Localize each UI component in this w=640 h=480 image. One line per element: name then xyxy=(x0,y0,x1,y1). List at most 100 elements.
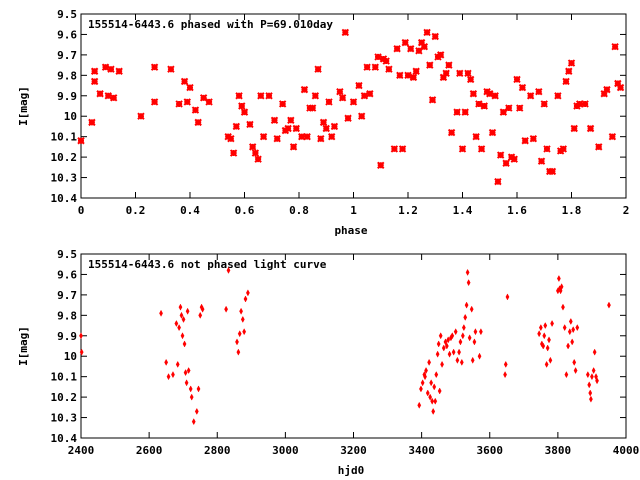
data-point xyxy=(407,45,415,53)
y-tick-label: 10 xyxy=(64,110,77,123)
data-point xyxy=(595,377,599,385)
data-point xyxy=(607,301,611,309)
data-points xyxy=(79,266,611,426)
data-point xyxy=(90,77,99,86)
data-point xyxy=(564,371,569,379)
chart-title: 155514-6443.6 phased with P=69.010day xyxy=(88,18,333,31)
data-point xyxy=(566,342,570,350)
y-tick-label: 9.6 xyxy=(57,28,77,41)
data-point xyxy=(311,92,320,100)
data-point xyxy=(194,118,202,127)
data-point xyxy=(363,63,371,71)
data-point xyxy=(575,324,580,332)
data-point xyxy=(453,328,458,336)
data-point xyxy=(428,393,433,401)
data-point xyxy=(349,98,358,106)
data-point xyxy=(398,145,407,153)
data-point xyxy=(439,73,448,82)
data-point xyxy=(404,71,412,80)
y-tick-label: 10.3 xyxy=(51,172,78,185)
data-point xyxy=(473,328,478,336)
data-point xyxy=(79,332,83,340)
y-tick-label: 10.2 xyxy=(51,151,78,164)
data-point xyxy=(444,342,449,350)
data-point xyxy=(516,104,524,112)
data-point xyxy=(451,348,456,356)
axis-ticks: 0 0.2 0.4 0.6 0.8 1 1.2 1.4 1.6 1.8 2 9.5 9.6 9.7 9.8 9… xyxy=(51,8,630,217)
data-points xyxy=(77,28,625,186)
data-point xyxy=(611,43,619,51)
data-point xyxy=(537,157,546,165)
data-point xyxy=(425,389,430,397)
data-point xyxy=(510,155,518,163)
data-point xyxy=(486,90,494,98)
chart-title: 155514-6443.6 not phased light curve xyxy=(88,258,327,271)
data-point xyxy=(412,67,420,75)
data-point xyxy=(284,124,292,133)
data-point xyxy=(330,122,339,131)
data-point xyxy=(445,61,453,69)
x-tick-label: 1.2 xyxy=(398,204,418,217)
data-point xyxy=(573,367,578,375)
data-point xyxy=(183,369,188,377)
data-point xyxy=(415,47,423,55)
data-point xyxy=(603,85,611,94)
x-tick-label: 3400 xyxy=(408,444,435,457)
data-point xyxy=(456,69,464,77)
data-point xyxy=(513,75,521,84)
phased-light-curve-panel: 155514-6443.6 phased with P=69.010day ph… xyxy=(17,8,629,237)
y-tick-label: 10.2 xyxy=(51,391,78,404)
data-point xyxy=(166,373,171,381)
data-point xyxy=(430,397,435,405)
y-tick-label: 9.9 xyxy=(57,90,77,103)
data-point xyxy=(557,275,561,283)
data-point xyxy=(229,149,238,157)
data-point xyxy=(571,326,576,334)
data-point xyxy=(575,100,584,108)
data-point xyxy=(502,159,510,167)
data-point xyxy=(270,116,279,125)
data-point xyxy=(440,360,444,368)
unphased-light-curve-panel: 155514-6443.6 not phased light curve hjd… xyxy=(17,248,639,477)
y-tick-label: 9.7 xyxy=(57,49,77,62)
y-tick-label: 9.8 xyxy=(57,69,77,82)
data-point xyxy=(464,69,472,77)
data-point xyxy=(550,319,554,328)
data-point xyxy=(548,167,557,176)
data-point xyxy=(466,75,475,84)
data-point xyxy=(235,338,239,346)
data-point xyxy=(238,102,246,110)
data-point xyxy=(544,360,549,368)
data-point xyxy=(477,145,486,153)
data-point xyxy=(239,307,243,315)
data-point xyxy=(431,32,439,41)
data-point xyxy=(200,305,205,313)
data-point xyxy=(179,311,184,319)
data-point xyxy=(96,90,104,98)
x-tick-label: 1 xyxy=(350,204,357,217)
data-point xyxy=(472,338,477,346)
data-point xyxy=(491,92,499,100)
data-point xyxy=(461,324,466,332)
data-point xyxy=(181,315,186,323)
data-point xyxy=(450,332,455,340)
data-point xyxy=(248,143,257,151)
data-point xyxy=(382,57,390,65)
data-point xyxy=(308,104,317,112)
data-point xyxy=(186,83,194,92)
data-point xyxy=(477,352,482,360)
data-point xyxy=(322,124,330,133)
data-point xyxy=(254,155,262,163)
data-point xyxy=(470,356,475,364)
y-axis-label: I[mag] xyxy=(17,86,30,126)
data-point xyxy=(188,385,193,393)
data-point xyxy=(518,83,527,92)
data-point xyxy=(588,389,593,397)
data-point xyxy=(417,401,422,409)
data-point xyxy=(455,356,460,364)
data-point xyxy=(167,65,175,73)
data-point xyxy=(464,301,469,309)
data-point xyxy=(441,344,446,352)
data-point xyxy=(554,92,562,100)
y-tick-label: 10.4 xyxy=(51,192,78,205)
